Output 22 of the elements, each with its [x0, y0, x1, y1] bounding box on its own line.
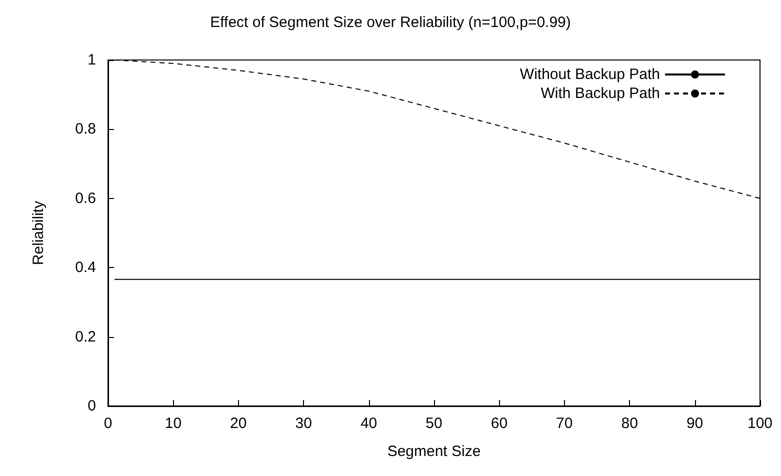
legend-label: With Backup Path [540, 85, 660, 102]
x-tick-label: 30 [295, 415, 312, 432]
x-tick-label: 20 [230, 415, 247, 432]
y-tick-label: 0.2 [75, 328, 96, 346]
x-tick-label: 100 [747, 415, 773, 432]
x-tick-label: 0 [104, 415, 112, 432]
x-tick-label: 90 [686, 415, 704, 432]
y-tick-label: 0.4 [75, 259, 96, 276]
x-tick-label: 80 [621, 415, 638, 432]
y-tick-label: 0.8 [75, 120, 96, 138]
x-tick-label: 70 [556, 415, 573, 432]
legend-label: Without Backup Path [520, 66, 660, 83]
x-axis-title: Segment Size [387, 443, 481, 460]
x-tick-label: 50 [426, 415, 442, 432]
y-tick-label: 0.6 [75, 190, 96, 207]
y-axis-title: Reliability [30, 200, 47, 266]
chart-title: Effect of Segment Size over Reliability (n=100,p=0.99) [210, 14, 571, 31]
y-tick-label: 0 [88, 398, 96, 414]
x-tick-label: 10 [164, 415, 182, 432]
x-tick-label: 60 [490, 415, 508, 432]
y-tick-label: 1 [88, 52, 96, 68]
x-tick-label: 40 [360, 415, 378, 432]
